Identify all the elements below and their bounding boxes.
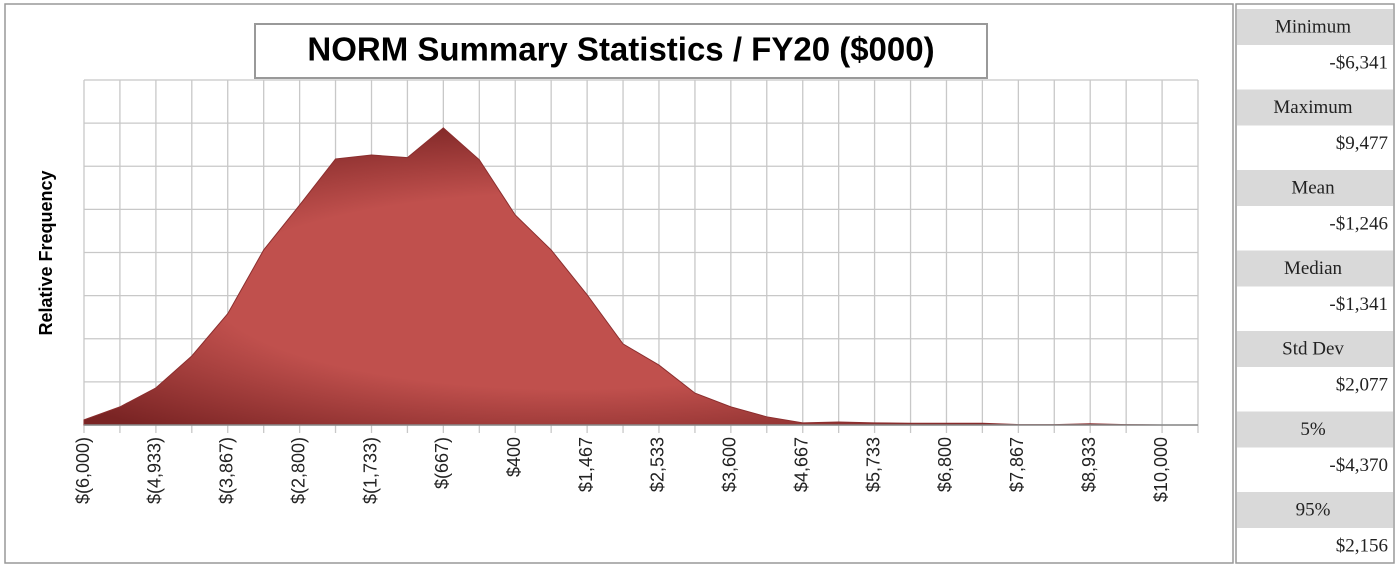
stat-value: -$1,246 <box>1329 213 1388 234</box>
x-tick-label: $7,867 <box>1007 437 1027 492</box>
stat-label: 5% <box>1300 419 1326 440</box>
stat-value: -$1,341 <box>1329 294 1388 315</box>
stat-value: $9,477 <box>1336 133 1388 154</box>
x-tick-label: $(6,000) <box>73 437 93 504</box>
stat-label-bg <box>1237 170 1393 206</box>
stat-label: Mean <box>1291 177 1335 198</box>
stat-value: $2,077 <box>1336 374 1388 395</box>
stat-value: $2,156 <box>1336 535 1388 556</box>
x-tick-label: $400 <box>504 437 524 477</box>
stat-label: Std Dev <box>1282 338 1344 359</box>
chart-frame <box>4 3 1234 564</box>
stat-label-bg <box>1237 331 1393 367</box>
stat-label: 95% <box>1296 499 1331 520</box>
x-tick-label: $1,467 <box>576 437 596 492</box>
stat-label: Median <box>1284 258 1343 279</box>
stat-label: Maximum <box>1273 97 1352 118</box>
x-tick-label: $(3,867) <box>216 437 236 504</box>
x-tick-label: $(4,933) <box>145 437 165 504</box>
title-box <box>254 23 988 79</box>
x-tick-label: $5,733 <box>863 437 883 492</box>
stat-label-bg <box>1237 411 1393 448</box>
stat-label-bg <box>1237 9 1393 45</box>
stat-label-bg <box>1237 89 1393 126</box>
stat-label-bg <box>1237 250 1393 287</box>
area <box>83 127 1163 426</box>
x-tick-label: $(1,733) <box>360 437 380 504</box>
stat-value: -$6,341 <box>1329 52 1388 73</box>
x-tick-label: $6,800 <box>935 437 955 492</box>
plot <box>83 79 1199 433</box>
stat-label: Minimum <box>1275 16 1351 37</box>
x-tick-label: $2,533 <box>648 437 668 492</box>
x-tick-label: $4,667 <box>791 437 811 492</box>
x-tick-label: $(2,800) <box>288 437 308 504</box>
chart-title: NORM Summary Statistics / FY20 ($000) <box>307 31 934 68</box>
x-tick-label: $3,600 <box>720 437 740 492</box>
y-axis-label: Relative Frequency <box>36 170 56 335</box>
x-tick-label: $(667) <box>432 437 452 489</box>
stat-label-bg <box>1237 492 1393 528</box>
x-tick-label: $8,933 <box>1079 437 1099 492</box>
x-tick-label: $10,000 <box>1151 437 1171 502</box>
stat-value: -$4,370 <box>1329 455 1388 476</box>
